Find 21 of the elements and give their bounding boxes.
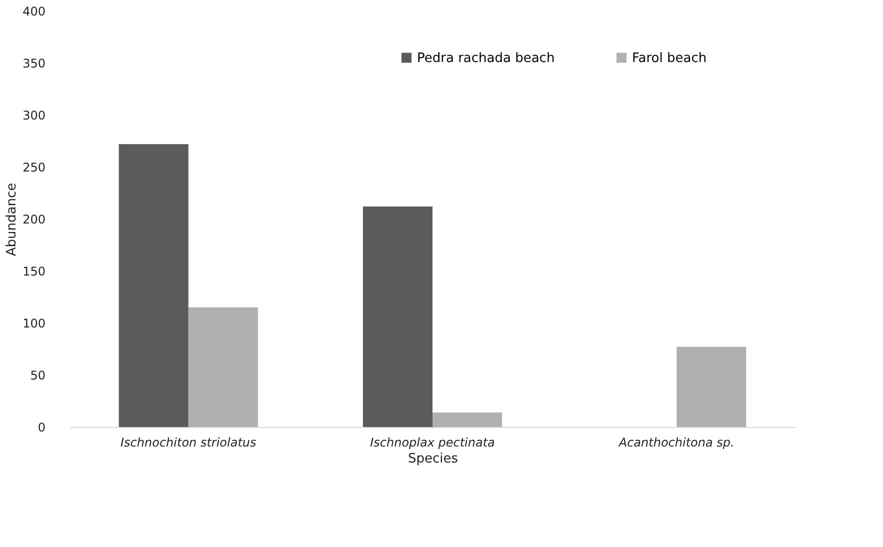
y-tick-label: 400 xyxy=(22,4,46,18)
bar xyxy=(188,307,258,427)
x-axis-title: Species xyxy=(408,452,458,466)
bar xyxy=(432,412,502,427)
bar xyxy=(676,346,746,427)
y-tick-label: 350 xyxy=(22,56,46,70)
x-tick-label: Ischnochiton striolatus xyxy=(120,436,256,450)
y-tick-label: 50 xyxy=(30,368,46,382)
y-tick-label: 300 xyxy=(22,108,46,122)
y-tick-label: 100 xyxy=(22,316,46,330)
bar xyxy=(118,144,188,427)
x-tick-label: Ischnoplax pectinata xyxy=(370,436,495,450)
y-tick-label: 150 xyxy=(22,264,46,278)
x-tick-label: Acanthochitona sp. xyxy=(618,436,734,450)
legend-label: Pedra rachada beach xyxy=(417,50,555,66)
bar xyxy=(362,206,432,427)
legend-label: Farol beach xyxy=(632,50,707,66)
y-tick-label: 250 xyxy=(22,160,46,174)
y-tick-label: 200 xyxy=(22,212,46,226)
y-tick-label: 0 xyxy=(38,420,46,434)
y-axis-title: Abundance xyxy=(4,182,20,256)
